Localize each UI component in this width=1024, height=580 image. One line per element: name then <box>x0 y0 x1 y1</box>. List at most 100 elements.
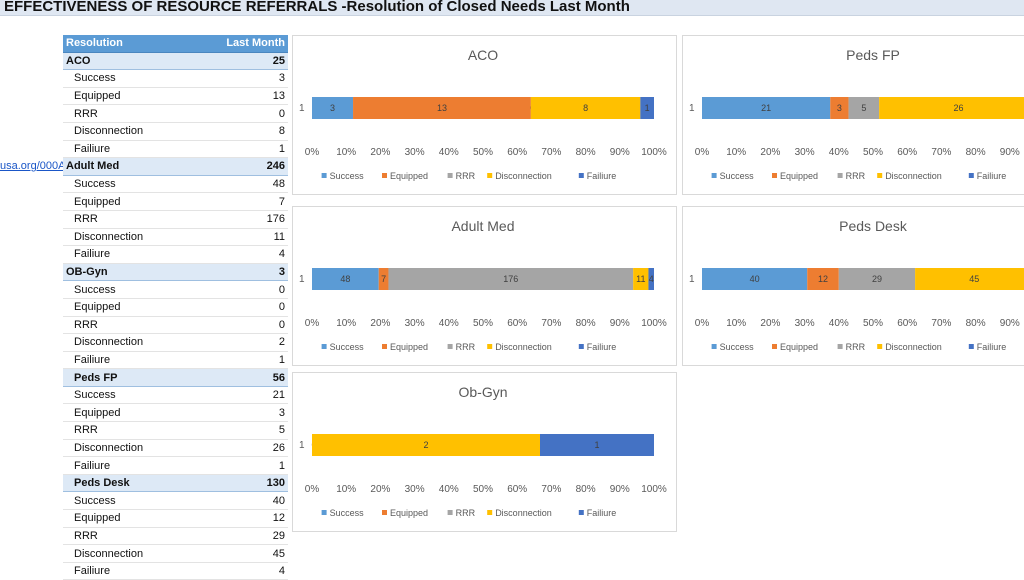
row-label: Peds Desk <box>63 474 190 493</box>
table-row: Success 0 <box>63 280 288 299</box>
table-header-row: Resolution Last Month <box>63 35 288 53</box>
row-value: 3 <box>189 263 288 282</box>
bar-segment-equipped[interactable] <box>830 97 849 119</box>
tick-label: 90% <box>1000 147 1020 158</box>
row-label: RRR <box>63 104 190 123</box>
data-label: 4 <box>649 274 654 284</box>
data-label: 7 <box>381 274 386 284</box>
tick-label: 60% <box>897 318 917 329</box>
bar-segment-failiure[interactable] <box>640 97 654 119</box>
legend-label: Equipped <box>780 171 818 181</box>
row-label: ACO <box>63 52 190 71</box>
table-row: RRR 5 <box>63 421 288 440</box>
bar-segment-failiure[interactable] <box>540 434 654 456</box>
tick-label: 70% <box>931 147 951 158</box>
row-value: 3 <box>189 69 288 88</box>
bar-segment-success[interactable] <box>702 268 808 290</box>
legend-swatch <box>447 344 453 349</box>
table-group-row: Peds Desk 130 <box>63 474 288 493</box>
row-label: Equipped <box>63 192 190 211</box>
bar-segment-success[interactable] <box>312 268 379 290</box>
bar-segment-disconnection[interactable] <box>633 268 649 290</box>
row-label: Disconnection <box>63 228 190 247</box>
row-label: Equipped <box>63 509 190 528</box>
bar-segment-rrr[interactable] <box>388 268 634 290</box>
row-label: OB-Gyn <box>63 263 190 282</box>
resolution-table: Resolution Last Month ACO 25 Success 3 Equip… <box>63 35 288 580</box>
tick-label: 100% <box>641 484 667 495</box>
row-value: 48 <box>189 175 288 194</box>
row-label: Success <box>63 175 190 194</box>
tick-label: 20% <box>370 318 390 329</box>
bar-segment-disconnection[interactable] <box>879 97 1024 119</box>
table-row: Failiure 4 <box>63 245 288 264</box>
table-row: Equipped 0 <box>63 298 288 317</box>
table-row: Disconnection 11 <box>63 228 288 247</box>
chart-aco[interactable]: ACO 1 0% 10% 20% 30% 40% 50% 60% 70% 80% 90% 100% 3 13… <box>292 35 677 195</box>
tick-label: 40% <box>829 147 849 158</box>
legend-swatch <box>447 173 453 178</box>
table-row: Failiure 1 <box>63 351 288 370</box>
legend-label: RRR <box>846 342 866 352</box>
row-label: Failiure <box>63 562 190 580</box>
data-label: 48 <box>340 274 350 284</box>
chart-title: Peds FP <box>846 47 900 63</box>
row-label: Equipped <box>63 403 190 423</box>
tick-label: 40% <box>439 318 459 329</box>
row-value: 56 <box>189 368 288 387</box>
row-value: 21 <box>189 386 288 405</box>
chart-ob-gyn[interactable]: Ob-Gyn 1 0% 10% 20% 30% 40% 50% 60% 70% 80% 90% 100%… <box>292 372 677 532</box>
tick-label: 90% <box>1000 318 1020 329</box>
bar-segment-equipped[interactable] <box>353 97 531 119</box>
tick-label: 0% <box>695 318 710 329</box>
bar-segment-rrr[interactable] <box>838 268 916 290</box>
tick-label: 10% <box>336 484 356 495</box>
table-row: Failiure 4 <box>63 562 288 580</box>
legend-label: Success <box>330 508 365 518</box>
data-label: 29 <box>872 274 882 284</box>
bar-segment-success[interactable] <box>702 97 831 119</box>
bar-segment-success[interactable] <box>312 97 354 119</box>
legend-swatch <box>877 344 883 349</box>
category-label: 1 <box>299 274 305 285</box>
legend-swatch <box>578 510 584 515</box>
tick-label: 20% <box>370 147 390 158</box>
chart-peds-desk[interactable]: Peds Desk10%10%20%30%40%50%60%70%80%90%1… <box>682 206 1024 366</box>
bar-segment-failiure[interactable] <box>648 268 654 290</box>
tick-label: 30% <box>405 484 425 495</box>
legend-label: Disconnection <box>495 508 552 518</box>
chart-peds-fp[interactable]: Peds FP10%10%20%30%40%50%60%70%80%90%100… <box>682 35 1024 195</box>
data-label: 12 <box>818 274 828 284</box>
row-label: RRR <box>63 316 190 335</box>
table-row: RRR 176 <box>63 210 288 229</box>
row-label: Disconnection <box>63 122 190 141</box>
table-group-row: Adult Med 246 <box>63 157 288 176</box>
data-label: 21 <box>761 103 771 113</box>
chart-adult-med[interactable]: Adult Med 1 0% 10% 20% 30% 40% 50% 60% 70% 80% 90% 1… <box>292 206 677 366</box>
row-value: 29 <box>189 527 288 546</box>
legend-swatch <box>447 510 453 515</box>
tick-label: 20% <box>370 484 390 495</box>
bar-segment-rrr[interactable] <box>848 97 880 119</box>
row-value: 3 <box>189 403 288 423</box>
tick-label: 50% <box>863 147 883 158</box>
legend-label: Success <box>330 342 365 352</box>
row-label: Equipped <box>63 87 190 106</box>
row-value: 5 <box>189 421 288 440</box>
table-row: Failiure 1 <box>63 140 288 159</box>
bar-segment-equipped[interactable] <box>807 268 839 290</box>
data-label: 2 <box>423 440 428 450</box>
tick-label: 50% <box>473 484 493 495</box>
tick-label: 10% <box>726 318 746 329</box>
tick-label: 50% <box>473 147 493 158</box>
bar-segment-disconnection[interactable] <box>530 97 641 119</box>
chart-title: ACO <box>468 47 498 63</box>
legend-swatch <box>382 510 387 515</box>
hyperlink-cell[interactable]: usa.org/000A <box>0 160 63 172</box>
table-row: Equipped 3 <box>63 403 288 423</box>
table-row: Success 3 <box>63 69 288 88</box>
bar-segment-disconnection[interactable] <box>312 434 540 456</box>
row-label: RRR <box>63 210 190 229</box>
bar-segment-equipped[interactable] <box>378 268 389 290</box>
bar-segment-disconnection[interactable] <box>915 268 1024 290</box>
